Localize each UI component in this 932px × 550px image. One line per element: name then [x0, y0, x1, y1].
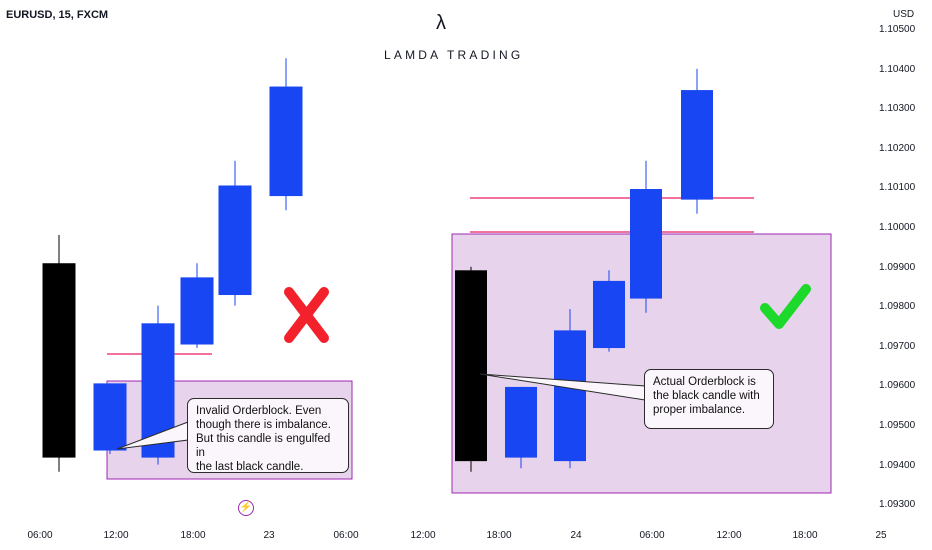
price-tick-label: 1.09800	[879, 301, 916, 313]
lambda-logo-icon: λ	[436, 12, 446, 34]
price-tick-label: 1.10400	[879, 63, 916, 75]
invalid-cross-mark-2	[284, 287, 329, 343]
currency-label: USD	[893, 9, 915, 20]
time-tick-label: 06:00	[27, 530, 53, 541]
time-tick-label: 23	[263, 530, 275, 541]
price-tick-label: 1.09500	[879, 420, 916, 431]
price-tick-label: 1.10000	[879, 222, 916, 233]
time-tick-label: 12:00	[716, 530, 742, 541]
price-tick-label: 1.10500	[879, 24, 916, 35]
time-tick-label: 06:00	[333, 530, 359, 541]
time-tick-label: 18:00	[180, 530, 206, 541]
brand-name: LAMDA TRADING	[384, 48, 524, 62]
time-tick-label: 25	[875, 530, 887, 541]
time-tick-label: 18:00	[792, 530, 818, 541]
price-tick-label: 1.09300	[879, 499, 916, 511]
right-candle-body-4	[630, 189, 662, 299]
time-tick-label: 12:00	[103, 530, 129, 541]
symbol-label: EURUSD, 15, FXCM	[6, 9, 109, 21]
right-candle-body-0	[455, 270, 487, 462]
price-tick-label: 1.09900	[879, 261, 916, 273]
left-candle-body-5	[269, 86, 303, 197]
right-candle-body-2	[554, 330, 586, 462]
time-tick-label: 18:00	[486, 530, 512, 541]
event-lightning-icon[interactable]: ⚡	[238, 500, 254, 516]
price-tick-label: 1.09400	[879, 459, 916, 471]
left-candle-body-0	[42, 263, 76, 458]
price-tick-label: 1.10200	[879, 142, 916, 154]
left-candle-body-3	[180, 277, 214, 345]
right-candle-body-5	[681, 90, 713, 200]
price-tick-label: 1.10300	[879, 103, 916, 115]
right-candle-body-3	[593, 280, 625, 349]
left-candle-body-1	[93, 383, 127, 451]
price-tick-label: 1.10100	[879, 182, 916, 194]
invalid-orderblock-callout: Invalid Orderblock. Even though there is…	[187, 398, 349, 473]
left-candle-body-4	[218, 185, 252, 296]
price-tick-label: 1.09700	[879, 340, 916, 352]
valid-check-mark	[760, 284, 811, 329]
time-tick-label: 24	[570, 530, 582, 541]
valid-orderblock-callout: Actual Orderblock is the black candle wi…	[644, 369, 774, 429]
right-candle-body-1	[505, 386, 537, 458]
time-tick-label: 12:00	[410, 530, 436, 541]
time-tick-label: 06:00	[639, 530, 665, 541]
price-tick-label: 1.09600	[879, 380, 916, 392]
